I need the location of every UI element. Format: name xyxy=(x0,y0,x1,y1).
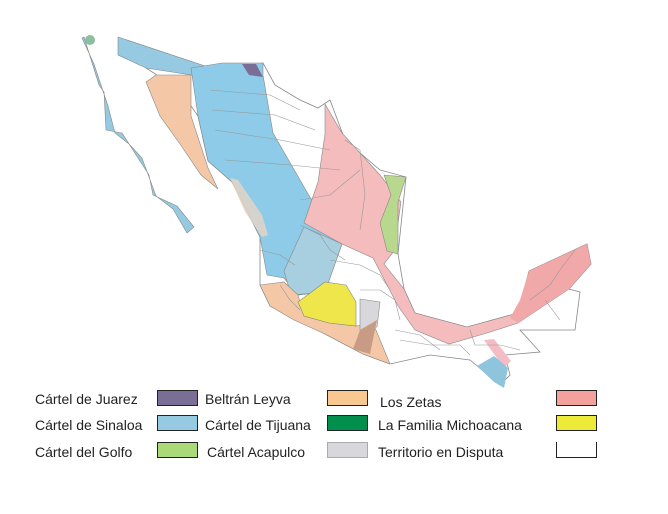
legend-swatch-acapulco xyxy=(327,442,368,458)
legend-swatch-zetas xyxy=(556,390,597,406)
legend-swatch-tijuana xyxy=(327,415,368,431)
legend-label-zetas: Los Zetas xyxy=(380,394,442,410)
region-golfo xyxy=(379,174,407,255)
region-sinaloa-chiapas xyxy=(477,356,508,388)
legend-swatch-familia xyxy=(556,415,597,431)
legend-label-disputa: Territorio en Disputa xyxy=(378,444,504,460)
region-tijuana-dispute xyxy=(283,226,343,296)
state-borders xyxy=(209,89,576,356)
legend-label-golfo: Cártel del Golfo xyxy=(35,444,133,460)
region-zetas-chiapas xyxy=(484,339,511,368)
legend-label-tijuana: Cártel de Tijuana xyxy=(205,417,311,433)
legend-label-beltran: Beltrán Leyva xyxy=(205,391,291,407)
legend-swatch-disputa xyxy=(556,442,597,458)
region-sinaloa-baja xyxy=(81,36,195,234)
legend-label-sinaloa: Cártel de Sinaloa xyxy=(35,417,143,433)
region-zetas-yucatan xyxy=(510,244,591,323)
legend-label-familia: La Familia Michoacana xyxy=(378,417,522,433)
region-beltran-sierra xyxy=(230,178,268,237)
legend-label-acapulco: Cártel Acapulco xyxy=(207,444,306,460)
region-juarez xyxy=(242,64,263,77)
legend-swatch-juarez xyxy=(157,390,198,406)
region-beltran-sonora xyxy=(145,74,219,190)
legend-swatch-sinaloa xyxy=(157,415,198,431)
region-tijuana-spot xyxy=(85,35,95,45)
legend-swatch-beltran xyxy=(327,390,368,406)
region-sinaloa-border xyxy=(117,36,212,79)
region-hatched xyxy=(353,320,377,354)
legend-swatch-golfo xyxy=(157,442,198,458)
region-familia xyxy=(297,281,357,327)
legend-label-juarez: Cártel de Juarez xyxy=(35,391,138,407)
